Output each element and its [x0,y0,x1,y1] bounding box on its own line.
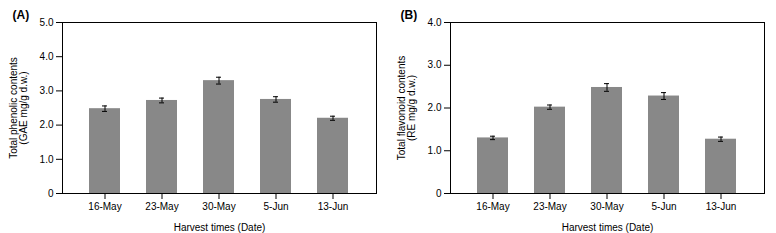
svg-text:5.0: 5.0 [40,17,54,28]
svg-text:2.0: 2.0 [40,119,54,130]
svg-text:(A): (A) [13,8,30,22]
svg-text:5-Jun: 5-Jun [263,201,288,212]
svg-text:(B): (B) [401,8,418,22]
svg-text:Total flavonoid contents(RE mg: Total flavonoid contents(RE mg/g d.w.) [396,56,417,161]
svg-text:16-May: 16-May [88,201,121,212]
svg-text:23-May: 23-May [533,201,566,212]
svg-text:1.0: 1.0 [40,154,54,165]
svg-text:13-Jun: 13-Jun [706,201,737,212]
svg-text:30-May: 30-May [590,201,623,212]
svg-text:4.0: 4.0 [40,51,54,62]
svg-text:0: 0 [48,188,54,199]
svg-text:3.0: 3.0 [428,59,442,70]
svg-text:Harvest times (Date): Harvest times (Date) [562,222,654,233]
svg-text:23-May: 23-May [145,201,178,212]
svg-text:0: 0 [436,188,442,199]
svg-text:Harvest times (Date): Harvest times (Date) [174,222,266,233]
svg-text:1.0: 1.0 [428,145,442,156]
svg-text:3.0: 3.0 [40,85,54,96]
svg-text:2.0: 2.0 [428,102,442,113]
svg-text:5-Jun: 5-Jun [651,201,676,212]
svg-text:30-May: 30-May [202,201,235,212]
svg-text:13-Jun: 13-Jun [318,201,349,212]
svg-text:4.0: 4.0 [428,17,442,28]
svg-text:Total phenolic contents(GAE mg: Total phenolic contents(GAE mg/g d.w.) [8,57,29,159]
svg-text:16-May: 16-May [476,201,509,212]
